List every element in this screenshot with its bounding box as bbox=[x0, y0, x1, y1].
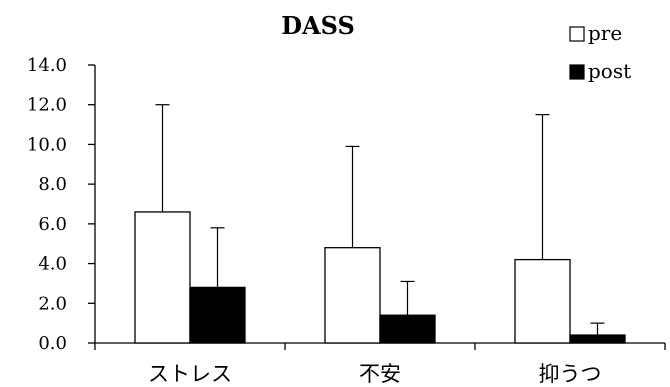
x-category-label: 抑うつ bbox=[539, 362, 602, 386]
legend-swatch-post bbox=[569, 64, 585, 80]
bar-pre bbox=[514, 258, 571, 344]
legend-label-pre: pre bbox=[588, 21, 622, 45]
bar-post bbox=[569, 334, 626, 344]
y-tick-label: 10.0 bbox=[27, 134, 67, 155]
y-tick-label: 4.0 bbox=[38, 254, 67, 275]
bars bbox=[134, 211, 626, 344]
x-axis: ストレス 不安 抑うつ bbox=[94, 342, 666, 386]
y-axis: 0.0 2.0 4.0 6.0 8.0 10.0 12.0 14.0 bbox=[27, 55, 96, 354]
legend-swatch-pre bbox=[569, 26, 585, 42]
y-tick-label: 12.0 bbox=[27, 95, 67, 116]
bar-post bbox=[189, 286, 246, 344]
y-tick-label: 6.0 bbox=[38, 214, 67, 235]
error-bars bbox=[155, 104, 605, 336]
chart-title: DASS bbox=[281, 11, 355, 40]
x-category-label: ストレス bbox=[148, 362, 232, 386]
y-tick-label: 8.0 bbox=[38, 174, 67, 195]
legend: pre post bbox=[569, 21, 631, 83]
y-tick-label: 0.0 bbox=[38, 333, 67, 354]
y-tick-label: 14.0 bbox=[27, 55, 67, 76]
y-tick-label: 2.0 bbox=[38, 293, 67, 314]
x-category-label: 不安 bbox=[359, 362, 401, 386]
bar-post bbox=[379, 314, 436, 344]
legend-label-post: post bbox=[588, 59, 631, 83]
bar-pre bbox=[324, 247, 381, 344]
bar-pre bbox=[134, 211, 191, 344]
